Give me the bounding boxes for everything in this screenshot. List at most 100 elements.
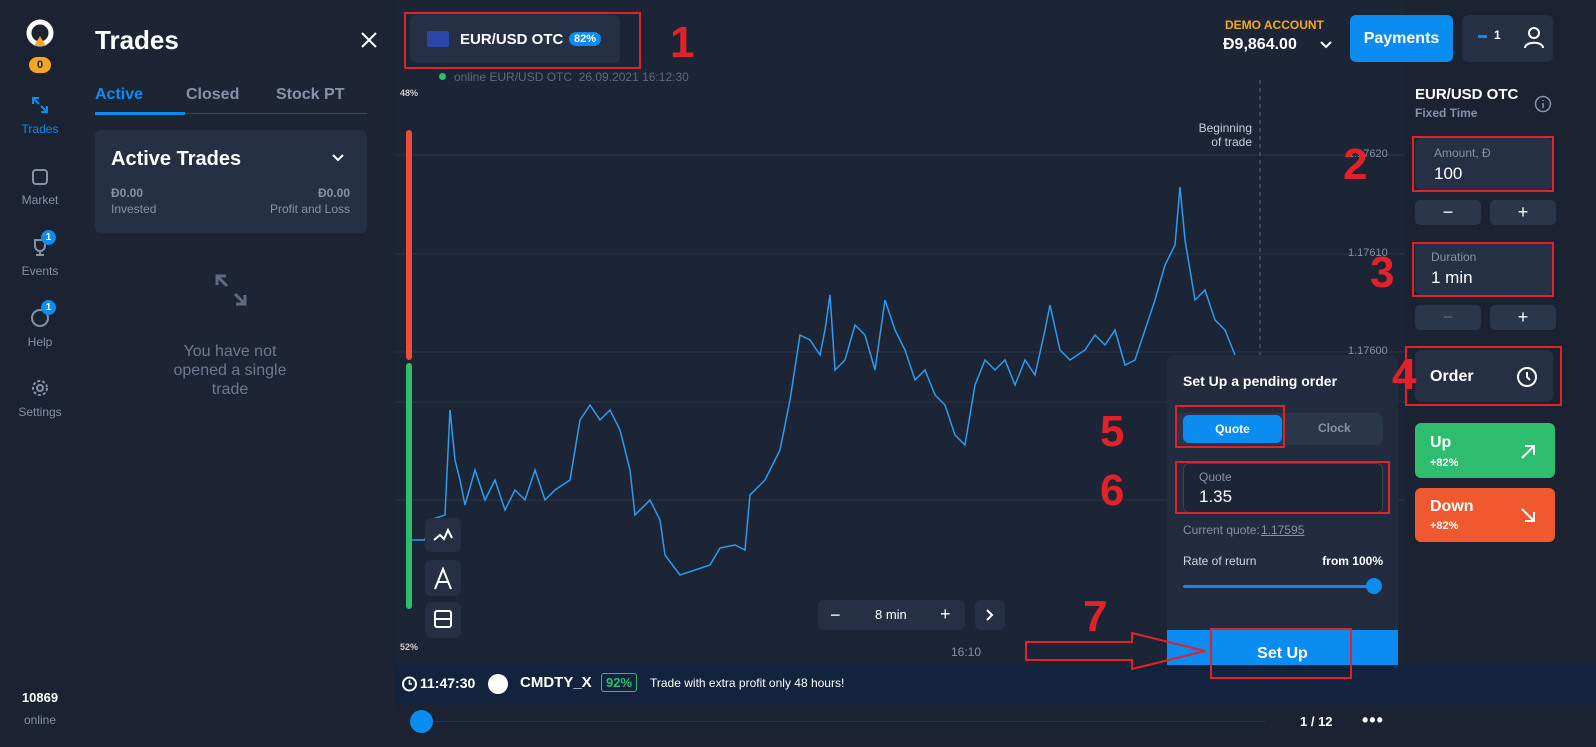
asset-icon xyxy=(488,674,508,694)
annotation-number: 6 xyxy=(1100,466,1125,515)
price-label: 1.17610 xyxy=(1348,247,1388,259)
level-badge: 0 xyxy=(29,57,51,73)
up-arrow xyxy=(1521,445,1535,459)
down-payout: +82% xyxy=(1430,520,1459,532)
empty-icon xyxy=(215,274,247,306)
timer-icon xyxy=(402,676,417,692)
flag xyxy=(427,31,449,47)
tab[interactable]: Active xyxy=(95,86,144,103)
chevron[interactable] xyxy=(332,153,344,163)
slider-thumb[interactable] xyxy=(1366,578,1382,594)
tab[interactable]: Closed xyxy=(186,86,240,103)
card-title: Active Trades xyxy=(111,148,242,170)
amount-minus[interactable]: − xyxy=(1415,200,1481,225)
annotation-number: 7 xyxy=(1083,592,1108,641)
tool-icons xyxy=(433,527,453,628)
timeframe-control xyxy=(818,600,965,630)
current-quote-label: Current quote: xyxy=(1183,523,1260,537)
duration-value: 1 min xyxy=(1431,268,1473,287)
panel-title: Trades xyxy=(95,25,179,55)
close-button[interactable] xyxy=(361,32,377,48)
draw-tool[interactable] xyxy=(425,560,461,596)
rate-slider[interactable] xyxy=(1183,585,1375,588)
order-label: Order xyxy=(1430,368,1474,385)
pending-title: Set Up a pending order xyxy=(1183,373,1338,389)
account-label: DEMO ACCOUNT xyxy=(1225,18,1324,32)
clock-tab[interactable]: Clock xyxy=(1318,421,1351,435)
help-badge: 1 xyxy=(41,300,56,315)
tab[interactable]: Stock PT xyxy=(276,86,345,103)
balance: Đ9,864.00 xyxy=(1223,36,1297,53)
annotation-box xyxy=(1412,242,1554,297)
clock-icon xyxy=(1517,367,1537,387)
ticker-payout: 92% xyxy=(601,673,638,692)
asset-payout: 82% xyxy=(569,32,602,46)
pending-order-popup xyxy=(1167,355,1398,678)
duration-minus[interactable]: − xyxy=(1415,305,1481,330)
duration-plus[interactable]: + xyxy=(1490,305,1556,330)
tab-line xyxy=(95,113,367,114)
order-button[interactable] xyxy=(1415,350,1553,402)
annotation-arrow xyxy=(1025,631,1206,671)
account-chevron[interactable] xyxy=(1320,40,1332,50)
next-button[interactable] xyxy=(975,600,1005,630)
current-quote[interactable]: 1.17595 xyxy=(1261,523,1305,537)
indicator-tool[interactable] xyxy=(425,518,461,552)
ticker-message: Trade with extra profit only 48 hours! xyxy=(650,676,845,690)
info-icon[interactable] xyxy=(1534,95,1552,113)
down-sentiment-bar xyxy=(406,130,412,360)
down-arrow xyxy=(1521,508,1535,522)
amount-value: 100 xyxy=(1434,164,1463,183)
zoom-in[interactable]: + xyxy=(940,604,951,624)
settings-icon xyxy=(32,380,48,396)
up-payout: +82% xyxy=(1430,457,1459,469)
amount-label: Amount, Đ xyxy=(1434,146,1491,160)
ticker-asset: CMDTY_X xyxy=(520,674,592,691)
amount-plus[interactable]: + xyxy=(1490,200,1556,225)
invested-value: Đ0.00 xyxy=(111,186,144,200)
nav-trades[interactable]: Trades xyxy=(21,122,59,136)
down-button[interactable] xyxy=(1415,488,1555,542)
profile-box[interactable] xyxy=(1462,15,1553,62)
rate-label: Rate of return xyxy=(1183,554,1257,568)
nav-bar xyxy=(0,0,80,747)
annotation-box xyxy=(1175,461,1390,514)
quote-tab[interactable]: Quote xyxy=(1183,415,1282,443)
annotation-number: 3 xyxy=(1370,248,1395,297)
nav-help[interactable]: Help xyxy=(27,335,53,349)
invested-label: Invested xyxy=(111,202,157,216)
help-icon xyxy=(31,309,49,327)
up-sentiment-bar xyxy=(406,363,412,609)
annotation-box xyxy=(404,12,641,69)
duration-input[interactable] xyxy=(1415,243,1553,295)
nav-settings[interactable]: Settings xyxy=(18,405,62,419)
active-trades-card xyxy=(95,130,367,233)
annotation-number: 2 xyxy=(1343,140,1368,189)
ticker-bar xyxy=(395,665,1596,705)
more-button[interactable]: ••• xyxy=(1362,710,1384,730)
bottom-percent: 52% xyxy=(400,642,419,652)
amount-input[interactable] xyxy=(1415,138,1553,190)
up-button[interactable] xyxy=(1415,423,1555,478)
events-icon xyxy=(34,239,46,256)
trades-icon xyxy=(32,97,48,113)
level-icon xyxy=(1478,35,1487,38)
online-label: online xyxy=(23,713,57,727)
nav-market[interactable]: Market xyxy=(21,193,59,207)
annotation-number: 1 xyxy=(670,18,695,67)
down-label: Down xyxy=(1430,498,1474,515)
zoom-out[interactable]: − xyxy=(830,605,841,625)
annotation-box xyxy=(1412,136,1554,192)
asset-name: EUR/USD OTC xyxy=(460,31,564,48)
annotation-box xyxy=(1175,405,1285,448)
notification-count: 1 xyxy=(1494,28,1501,42)
annotation-number: 4 xyxy=(1392,350,1417,399)
price-label: 1.17600 xyxy=(1348,345,1388,357)
rate-value: from 100% xyxy=(1322,554,1383,568)
market-icon xyxy=(32,169,48,185)
quote-value: 1.35 xyxy=(1199,487,1233,506)
nav-events[interactable]: Events xyxy=(21,264,59,278)
payments-button[interactable]: Payments xyxy=(1350,15,1453,62)
status: online EUR/USD OTC 26.09.2021 16:12:30 xyxy=(454,70,689,84)
